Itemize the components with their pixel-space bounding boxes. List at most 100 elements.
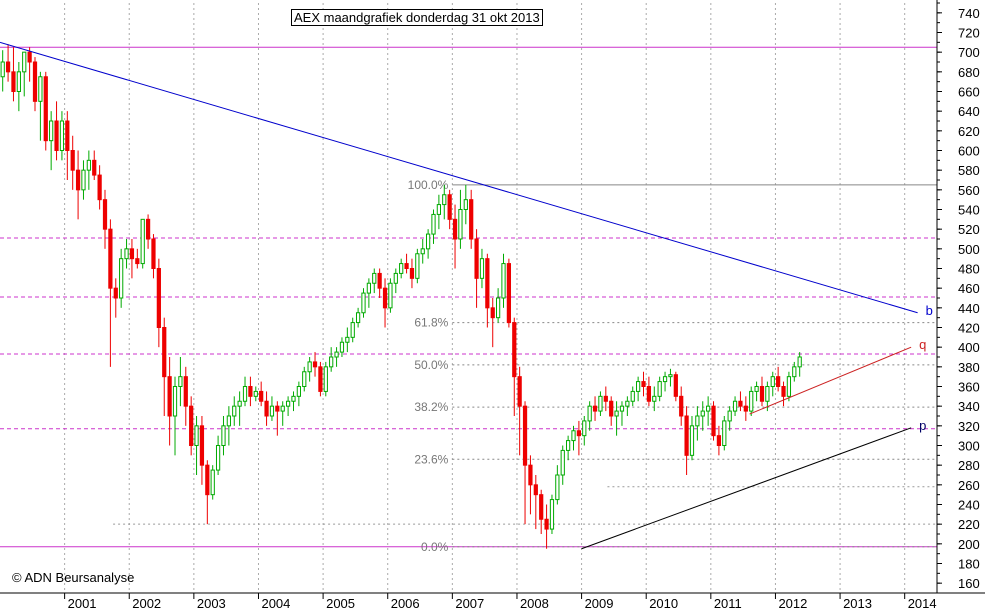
chart-title: AEX maandgrafiek donderdag 31 okt 2013: [291, 9, 543, 26]
candle-body: [162, 327, 167, 378]
candle-body: [609, 400, 614, 417]
trendline-label-b: b: [926, 303, 933, 318]
candle-body: [447, 194, 452, 220]
candle-body: [264, 400, 269, 417]
candle-body: [259, 390, 264, 402]
candle-body: [140, 218, 145, 265]
candle-body: [463, 199, 468, 211]
y-tick-label: 420: [958, 321, 980, 336]
y-tick-label: 260: [958, 478, 980, 493]
fib-label: 50.0%: [414, 358, 448, 372]
candle-body: [361, 292, 366, 314]
candle-body: [285, 400, 291, 407]
x-tick-label: 2004: [261, 596, 290, 610]
x-tick-label: 2014: [908, 596, 937, 610]
candle-body: [679, 395, 684, 417]
candle-body: [275, 405, 280, 412]
candle-body: [329, 356, 334, 368]
x-tick-label: 2003: [197, 596, 226, 610]
candle-body: [221, 425, 226, 447]
trendline-q: [749, 346, 912, 415]
candle-body: [571, 430, 576, 442]
candle-body: [377, 272, 382, 289]
candle-body: [151, 238, 156, 269]
candle-body: [280, 405, 285, 412]
candle-body: [86, 159, 91, 171]
y-tick-label: 300: [958, 439, 980, 454]
candle-body: [345, 336, 350, 343]
x-tick-label: 2002: [132, 596, 161, 610]
candle-body: [512, 322, 517, 378]
candle-body: [291, 395, 296, 402]
candle-body: [625, 400, 630, 407]
candle-body: [269, 405, 275, 417]
trendline-label-q: q: [919, 337, 926, 352]
candle-body: [555, 474, 560, 501]
candle-body: [205, 464, 210, 496]
y-tick-label: 540: [958, 203, 980, 218]
candle-body: [43, 76, 48, 142]
candle-body: [54, 120, 59, 151]
y-tick-label: 220: [958, 517, 980, 532]
candle-body: [490, 307, 495, 319]
y-tick-label: 320: [958, 419, 980, 434]
candle-body: [183, 376, 188, 407]
x-tick-label: 2011: [714, 596, 742, 610]
fib-label: 0.0%: [421, 540, 449, 554]
y-tick-label: 280: [958, 458, 980, 473]
grid-lines: [64, 3, 906, 593]
y-tick-label: 360: [958, 380, 980, 395]
candle-body: [479, 258, 485, 279]
y-tick-label: 620: [958, 124, 980, 139]
x-tick-label: 2013: [843, 596, 872, 610]
horizontal-lines: [0, 46, 937, 548]
candle-body: [0, 61, 5, 78]
candle-body: [689, 425, 695, 456]
candle-body: [759, 386, 765, 402]
candle-body: [662, 376, 668, 383]
x-tick-label: 2009: [585, 596, 614, 610]
candle-body: [156, 268, 161, 328]
y-tick-label: 500: [958, 242, 980, 257]
y-tick-label: 580: [958, 163, 980, 178]
candle-body: [732, 400, 738, 412]
x-tick-label: 2010: [649, 596, 678, 610]
candle-body: [431, 213, 436, 235]
x-tick-label: 2012: [778, 596, 807, 610]
candle-body: [566, 440, 571, 451]
candle-body: [102, 199, 108, 230]
y-tick-label: 240: [958, 498, 980, 513]
candle-body: [237, 400, 242, 407]
candle-body: [210, 469, 215, 496]
candle-body: [97, 174, 102, 201]
candle-body: [124, 248, 129, 260]
candle-body: [248, 386, 253, 397]
trendlines: b q p: [0, 41, 933, 550]
y-tick-label: 340: [958, 399, 980, 414]
candle-body: [399, 263, 404, 274]
candle-body: [339, 341, 345, 353]
candle-body: [797, 356, 802, 368]
candle-body: [501, 263, 506, 299]
y-tick-label: 660: [958, 85, 980, 100]
candle-body: [113, 287, 118, 299]
candle-body: [781, 386, 786, 397]
candle-body: [318, 366, 323, 392]
candle-body: [657, 381, 662, 397]
candle-body: [393, 272, 398, 284]
candle-body: [700, 410, 705, 417]
trendline-label-p: p: [919, 418, 926, 433]
candle-body: [630, 390, 635, 402]
candle-body: [576, 430, 582, 437]
candle-body: [652, 395, 657, 402]
candle-body: [738, 400, 743, 407]
candle-body: [522, 405, 528, 466]
candle-body: [425, 233, 431, 250]
candle-body: [544, 518, 549, 530]
candle-body: [119, 258, 124, 299]
candle-body: [242, 386, 248, 402]
candle-body: [517, 376, 522, 407]
candle-body: [65, 120, 70, 151]
candle-body: [722, 420, 727, 446]
